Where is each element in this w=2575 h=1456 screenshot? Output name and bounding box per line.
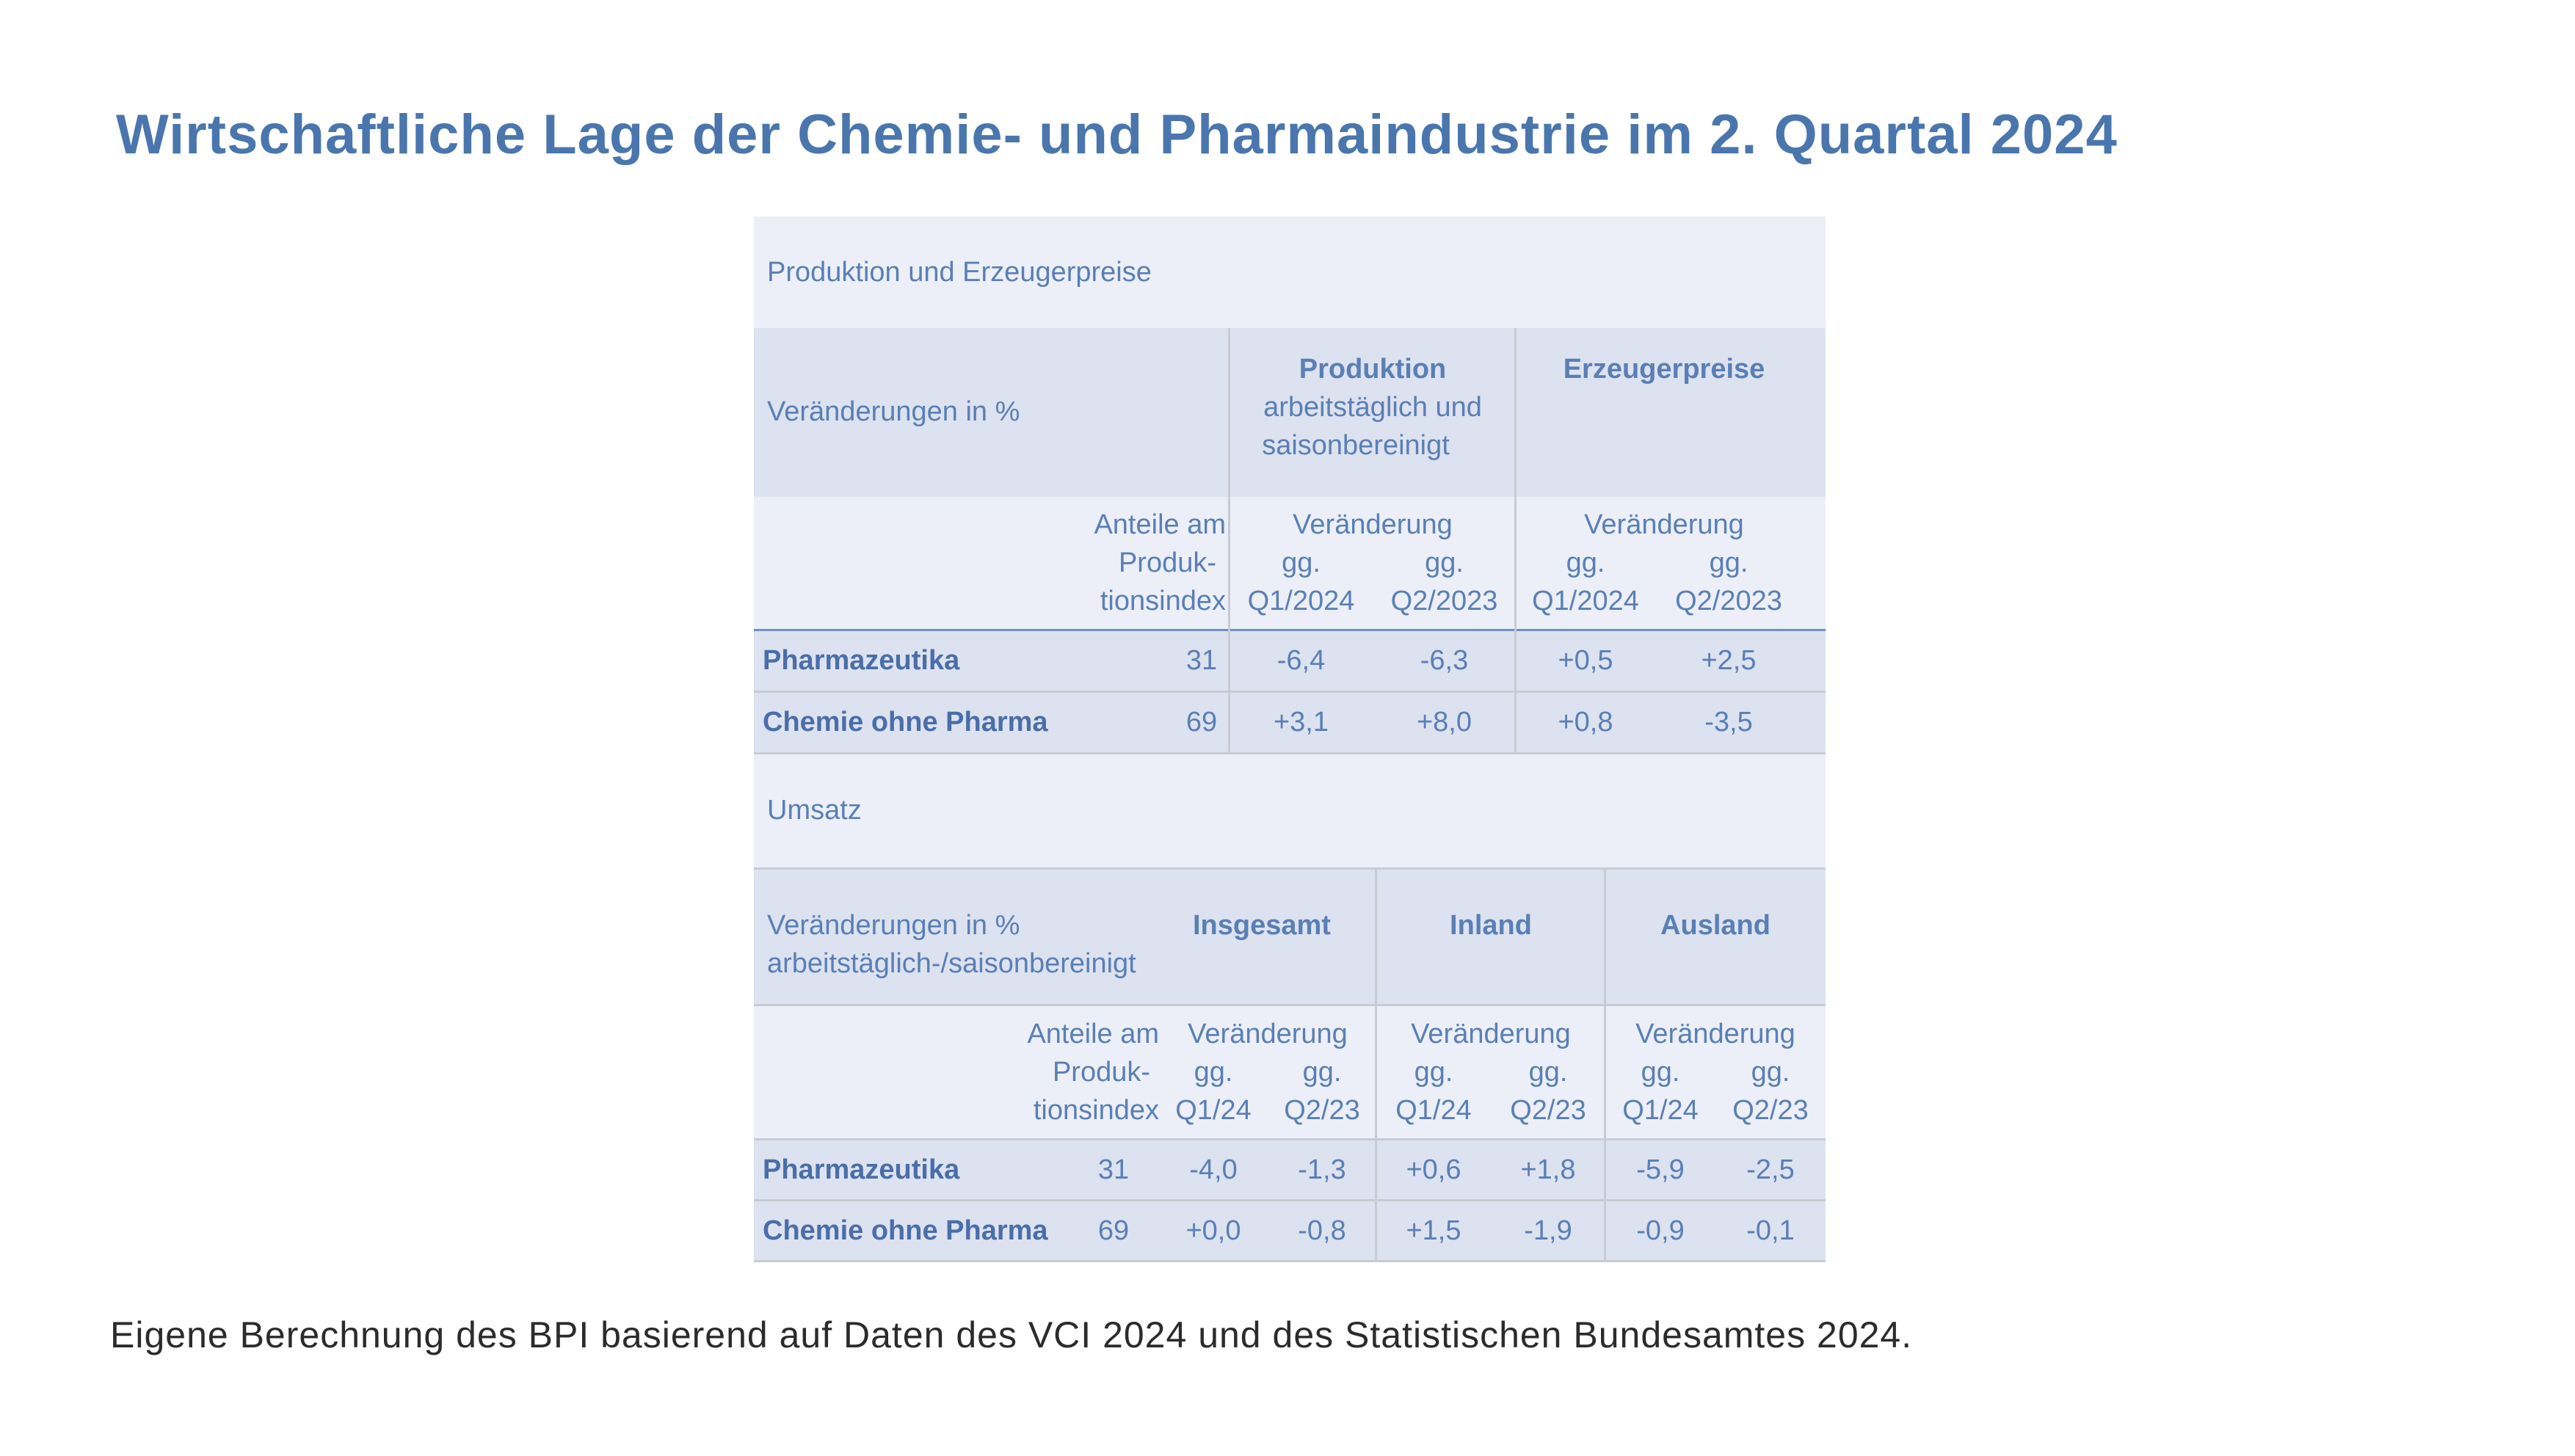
prices-change-label: Veränderung: [1584, 509, 1744, 540]
row-price-q2: -3,5: [1704, 707, 1753, 738]
row-share: 69: [1185, 707, 1218, 738]
row-domestic-q1: +1,5: [1406, 1215, 1461, 1246]
row-name: Chemie ohne Pharma: [763, 707, 1048, 738]
production-group-sub1: arbeitstäglich und: [1263, 392, 1482, 423]
section1-group-header: Veränderungen in % Produktion arbeitstäg…: [754, 328, 1826, 497]
row-share: 31: [1097, 1154, 1130, 1185]
share-header-l3: tionsindex: [1033, 1095, 1159, 1126]
production-group-sub2: saisonbereinigt: [1262, 430, 1450, 461]
row-share: 69: [1097, 1215, 1130, 1246]
foreign-period-1: Q1/24: [1622, 1095, 1699, 1126]
table-row: Pharmazeutika 31 -4,0 -1,3 +0,6 +1,8 -5,…: [754, 1140, 1826, 1201]
foreign-change-label: Veränderung: [1635, 1019, 1795, 1049]
section2-header-left-l1: Veränderungen in %: [767, 910, 1020, 941]
row-domestic-q1: +0,6: [1406, 1154, 1461, 1185]
table-row: Chemie ohne Pharma 69 +0,0 -0,8 +1,5 -1,…: [754, 1201, 1826, 1262]
row-domestic-q2: -1,9: [1524, 1215, 1572, 1246]
production-change-label: Veränderung: [1293, 509, 1453, 540]
row-prod-q2: -6,3: [1420, 645, 1469, 676]
table-row: Chemie ohne Pharma 69 +3,1 +8,0 +0,8 -3,…: [754, 693, 1826, 754]
row-total-q1: +0,0: [1185, 1215, 1241, 1246]
section1-header-left: Veränderungen in %: [767, 396, 1020, 427]
row-price-q1: +0,8: [1558, 707, 1613, 738]
column-divider: [1604, 870, 1606, 1262]
column-divider: [1228, 328, 1230, 754]
domestic-group-title: Inland: [1450, 910, 1532, 941]
production-period-1: Q1/2024: [1247, 586, 1355, 616]
section2-header-left-l2: arbeitstäglich-/saisonbereinigt: [767, 948, 1136, 979]
table-row: Pharmazeutika 31 -6,4 -6,3 +0,5 +2,5: [754, 631, 1826, 693]
row-total-q2: -0,8: [1298, 1215, 1346, 1246]
row-foreign-q1: -5,9: [1636, 1154, 1685, 1185]
domestic-change-label: Veränderung: [1411, 1019, 1571, 1049]
column-divider: [1375, 870, 1377, 1262]
section2-sub-header: Anteile am Produk- tionsindex Veränderun…: [754, 1006, 1826, 1140]
section1-sub-header: Anteile am Produk- tionsindex Veränderun…: [754, 497, 1826, 631]
row-foreign-q2: -2,5: [1746, 1154, 1795, 1185]
production-prices-table: Produktion und Erzeugerpreise Veränderun…: [754, 216, 1826, 754]
source-footnote: Eigene Berechnung des BPI basierend auf …: [110, 1314, 1913, 1355]
share-header-l1: Anteile am: [1094, 509, 1226, 540]
column-divider: [1514, 328, 1517, 754]
share-header-l3: tionsindex: [1100, 586, 1226, 616]
total-gg-1: gg.: [1194, 1057, 1233, 1088]
domestic-gg-1: gg.: [1414, 1057, 1453, 1088]
production-gg-2: gg.: [1425, 547, 1464, 578]
production-gg-1: gg.: [1282, 547, 1321, 578]
section2-heading-row: Umsatz: [754, 754, 1826, 870]
foreign-gg-1: gg.: [1641, 1057, 1680, 1088]
share-header-l1: Anteile am: [1027, 1019, 1159, 1049]
share-header-l2: Produk-: [1118, 547, 1216, 578]
domestic-period-2: Q2/23: [1510, 1095, 1586, 1126]
total-period-2: Q2/23: [1284, 1095, 1360, 1126]
row-foreign-q1: -0,9: [1636, 1215, 1685, 1246]
row-share: 31: [1185, 645, 1218, 676]
section1-heading-row: Produktion und Erzeugerpreise: [754, 216, 1826, 328]
row-foreign-q2: -0,1: [1746, 1215, 1795, 1246]
row-total-q1: -4,0: [1189, 1154, 1238, 1185]
foreign-period-2: Q2/23: [1732, 1095, 1809, 1126]
row-domestic-q2: +1,8: [1520, 1154, 1576, 1185]
total-gg-2: gg.: [1302, 1057, 1342, 1088]
production-group-title: Produktion: [1299, 354, 1447, 385]
row-total-q2: -1,3: [1298, 1154, 1346, 1185]
row-prod-q1: +3,1: [1273, 707, 1329, 738]
prices-period-1: Q1/2024: [1532, 586, 1639, 616]
foreign-group-title: Ausland: [1660, 910, 1770, 941]
row-name: Pharmazeutika: [763, 1154, 960, 1185]
section2-group-header: Veränderungen in % arbeitstäglich-/saiso…: [754, 870, 1826, 1006]
row-prod-q1: -6,4: [1276, 645, 1326, 676]
prices-group-title: Erzeugerpreise: [1563, 354, 1765, 385]
section1-heading: Produktion und Erzeugerpreise: [767, 257, 1152, 288]
domestic-gg-2: gg.: [1528, 1057, 1568, 1088]
prices-gg-2: gg.: [1709, 547, 1748, 578]
share-header-l2: Produk-: [1052, 1057, 1150, 1088]
page-title: Wirtschaftliche Lage der Chemie- und Pha…: [116, 103, 2118, 166]
total-change-label: Veränderung: [1188, 1019, 1348, 1049]
revenue-table: Umsatz Veränderungen in % arbeitstäglich…: [754, 754, 1826, 1262]
foreign-gg-2: gg.: [1751, 1057, 1790, 1088]
prices-period-2: Q2/2023: [1675, 586, 1782, 616]
row-name: Pharmazeutika: [763, 645, 960, 676]
production-period-2: Q2/2023: [1390, 586, 1498, 616]
section2-heading: Umsatz: [767, 795, 862, 826]
total-period-1: Q1/24: [1175, 1095, 1252, 1126]
row-price-q2: +2,5: [1701, 645, 1757, 676]
total-group-title: Insgesamt: [1193, 910, 1331, 941]
row-price-q1: +0,5: [1558, 645, 1613, 676]
prices-gg-1: gg.: [1566, 547, 1605, 578]
row-name: Chemie ohne Pharma: [763, 1215, 1048, 1246]
row-prod-q2: +8,0: [1416, 707, 1472, 738]
domestic-period-1: Q1/24: [1395, 1095, 1472, 1126]
